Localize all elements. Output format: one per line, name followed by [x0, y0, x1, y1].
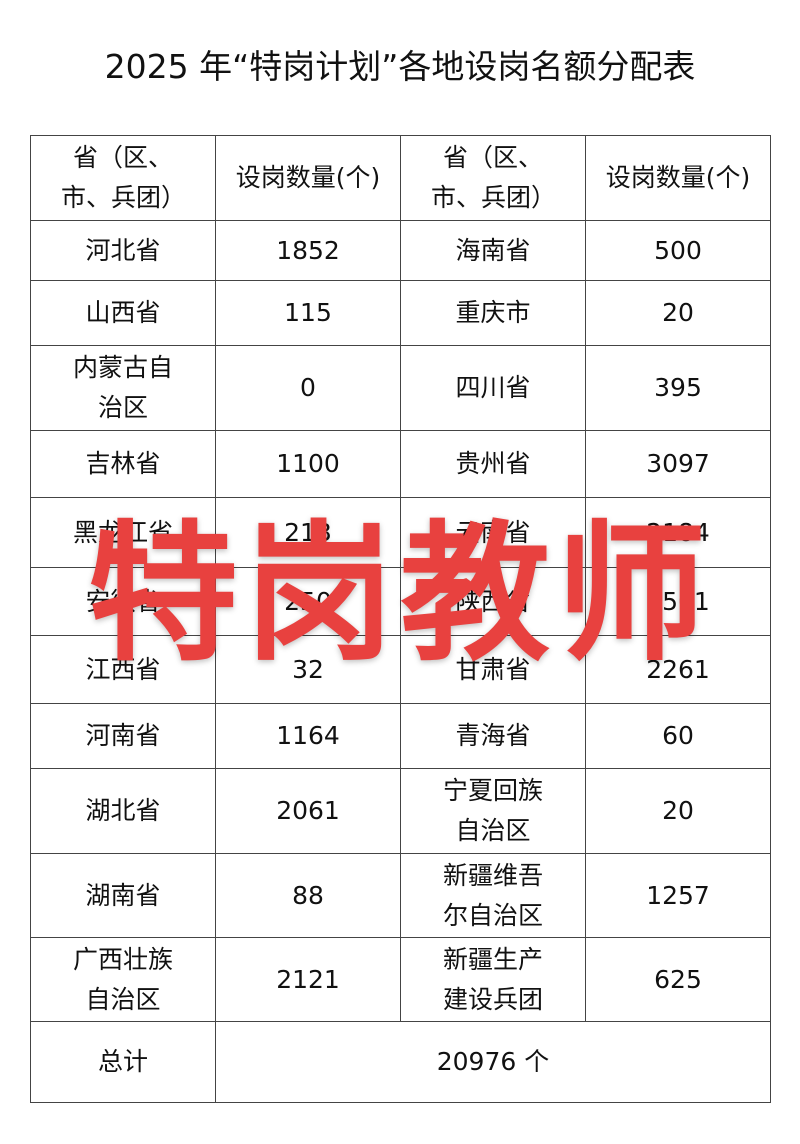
count-cell: 20 [585, 768, 771, 854]
page-title: 2025 年“特岗计划”各地设岗名额分配表 [104, 47, 696, 86]
count-cell: 395 [585, 345, 771, 431]
count-cell: 213 [215, 497, 401, 568]
region-cell: 陕西省 [400, 567, 586, 636]
region-cell: 云南省 [400, 497, 586, 568]
count-cell: 1164 [215, 703, 401, 769]
region-cell: 安徽省 [30, 567, 216, 636]
region-cell: 吉林省 [30, 430, 216, 498]
count-cell: 88 [215, 853, 401, 938]
table-row: 湖南省 88 新疆维吾尔自治区 1257 [30, 853, 771, 938]
table-row: 内蒙古自治区 0 四川省 395 [30, 345, 771, 431]
region-cell: 宁夏回族自治区 [400, 768, 586, 854]
region-cell: 湖北省 [30, 768, 216, 854]
count-cell: 2261 [585, 635, 771, 704]
table-row: 广西壮族自治区 2121 新疆生产建设兵团 625 [30, 937, 771, 1022]
table-row: 湖北省 2061 宁夏回族自治区 20 [30, 768, 771, 854]
watermark: 特岗教师 [87, 508, 712, 682]
region-cell: 湖南省 [30, 853, 216, 938]
region-cell: 青海省 [400, 703, 586, 769]
region-cell: 河南省 [30, 703, 216, 769]
total-label: 总计 [30, 1021, 216, 1103]
header-region: 省（区、市、兵团） [400, 135, 586, 221]
region-cell: 新疆维吾尔自治区 [400, 853, 586, 938]
total-row: 总计 20976 个 [30, 1021, 771, 1103]
region-cell: 黑龙江省 [30, 497, 216, 568]
region-cell: 重庆市 [400, 280, 586, 346]
count-cell: 1561 [585, 567, 771, 636]
region-cell: 内蒙古自治区 [30, 345, 216, 431]
region-cell: 海南省 [400, 220, 586, 281]
count-cell: 32 [215, 635, 401, 704]
table-header-row: 省（区、市、兵团） 设岗数量(个) 省（区、市、兵团） 设岗数量(个) [30, 135, 771, 221]
count-cell: 3097 [585, 430, 771, 498]
region-cell: 广西壮族自治区 [30, 937, 216, 1022]
count-cell: 2061 [215, 768, 401, 854]
allocation-table: 省（区、市、兵团） 设岗数量(个) 省（区、市、兵团） 设岗数量(个) 河北省 1… [30, 135, 771, 1103]
total-value: 20976 个 [215, 1021, 771, 1103]
region-cell: 甘肃省 [400, 635, 586, 704]
region-cell: 贵州省 [400, 430, 586, 498]
table-row: 山西省 115 重庆市 20 [30, 280, 771, 346]
count-cell: 115 [215, 280, 401, 346]
region-cell: 河北省 [30, 220, 216, 281]
header-region: 省（区、市、兵团） [30, 135, 216, 221]
count-cell: 2184 [585, 497, 771, 568]
table-row: 安徽省 250 陕西省 1561 [30, 567, 771, 636]
table-row: 江西省 32 甘肃省 2261 [30, 635, 771, 704]
header-count: 设岗数量(个) [585, 135, 771, 221]
count-cell: 1852 [215, 220, 401, 281]
count-cell: 250 [215, 567, 401, 636]
table-row: 河南省 1164 青海省 60 [30, 703, 771, 769]
region-cell: 新疆生产建设兵团 [400, 937, 586, 1022]
region-cell: 山西省 [30, 280, 216, 346]
count-cell: 2121 [215, 937, 401, 1022]
count-cell: 1100 [215, 430, 401, 498]
count-cell: 500 [585, 220, 771, 281]
count-cell: 60 [585, 703, 771, 769]
table-row: 河北省 1852 海南省 500 [30, 220, 771, 281]
table-row: 吉林省 1100 贵州省 3097 [30, 430, 771, 498]
count-cell: 625 [585, 937, 771, 1022]
header-count: 设岗数量(个) [215, 135, 401, 221]
count-cell: 1257 [585, 853, 771, 938]
region-cell: 四川省 [400, 345, 586, 431]
count-cell: 20 [585, 280, 771, 346]
table-row: 黑龙江省 213 云南省 2184 [30, 497, 771, 568]
count-cell: 0 [215, 345, 401, 431]
